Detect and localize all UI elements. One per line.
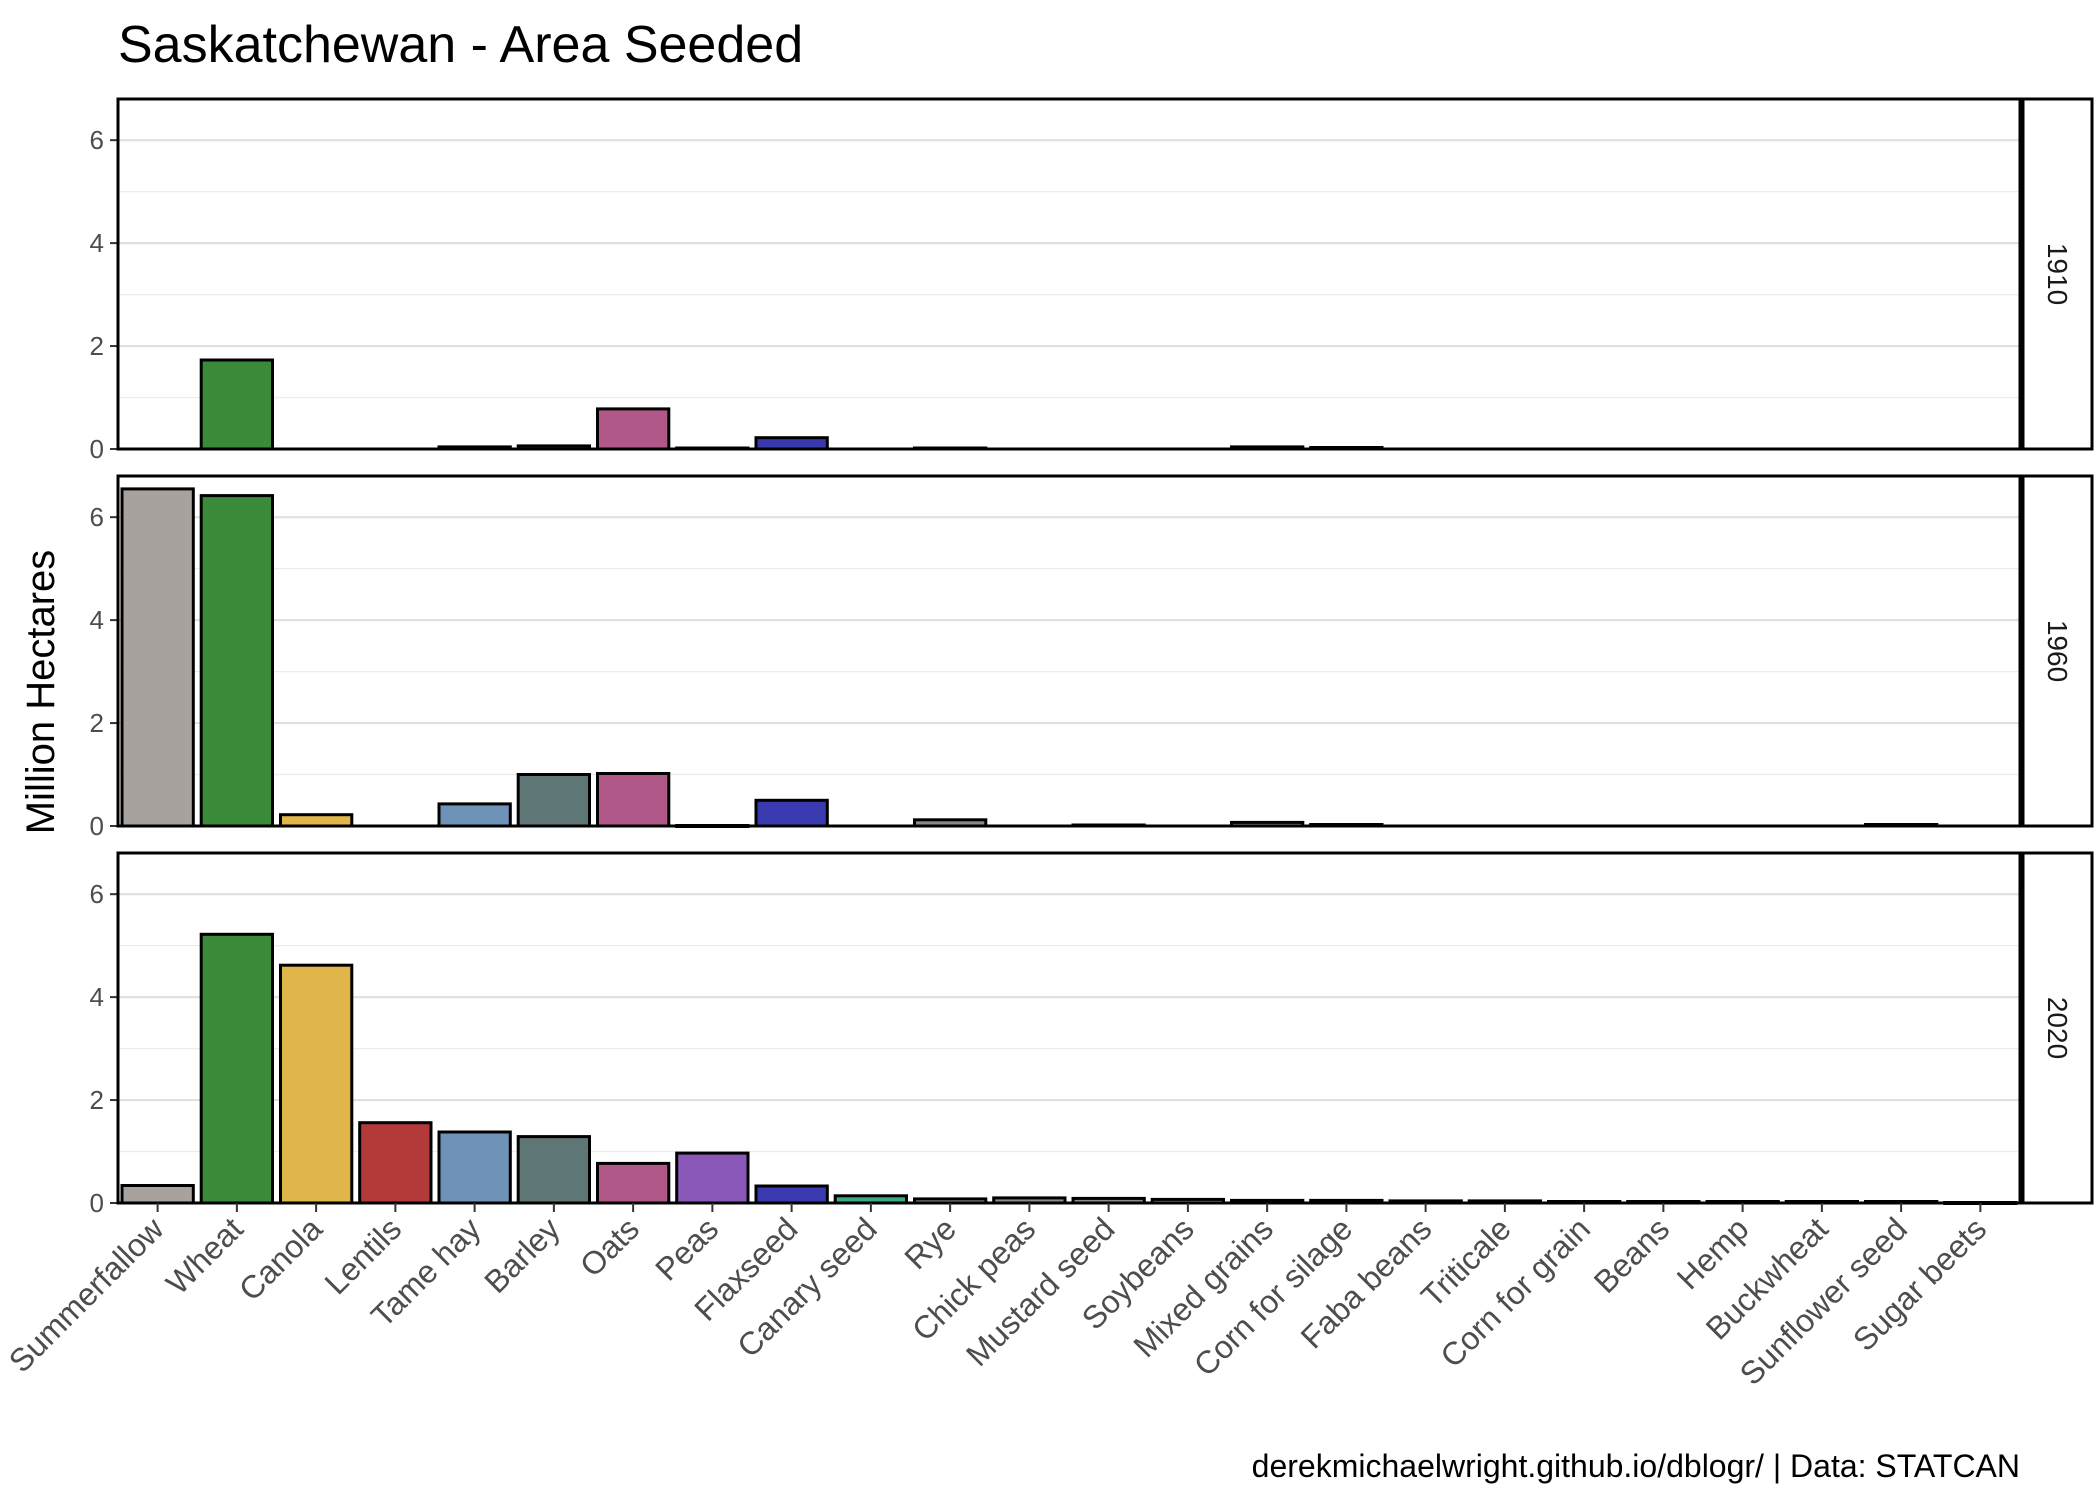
bar-wheat-2020 [199, 932, 274, 1205]
bar-barley-2020 [516, 1135, 592, 1205]
bar-barley-1960 [516, 773, 592, 828]
y-tick-label: 0 [90, 434, 104, 464]
y-tick-label: 6 [90, 879, 104, 909]
x-tick-label: Rye [897, 1210, 963, 1276]
facet-strip-label: 2020 [2042, 997, 2073, 1059]
facet-strip [2020, 97, 2094, 451]
panel-background [118, 853, 2020, 1203]
bar-flaxseed-2020 [754, 1184, 829, 1205]
facet-panels: 0 2 4 6 1910 0 2 4 6 1960 0 2 4 6 2020 [90, 97, 2094, 1218]
bar-summerfallow-2020 [120, 1184, 195, 1205]
facet-strip [2020, 474, 2094, 828]
panel-background [118, 476, 2020, 826]
bar-tame-hay-2020 [437, 1130, 512, 1205]
y-tick-label: 6 [90, 125, 104, 155]
facet-strip [2020, 851, 2094, 1205]
bar-canola-1960 [279, 813, 354, 828]
bar-oats-1910 [596, 407, 671, 451]
facet-strip-label: 1960 [2042, 620, 2073, 682]
y-tick-label: 0 [90, 1188, 104, 1218]
x-tick-label: Canola [232, 1210, 329, 1307]
y-axis-title: Million Hectares [19, 550, 63, 835]
y-tick-label: 2 [90, 708, 104, 738]
y-tick-label: 4 [90, 605, 104, 635]
y-tick-label: 2 [90, 1085, 104, 1115]
bar-lentils-2020 [358, 1121, 433, 1205]
bar-wheat-1910 [199, 358, 274, 451]
chart-caption: derekmichaelwright.github.io/dblogr/ | D… [1252, 1448, 2020, 1484]
facet-panel-1910: 0 2 4 6 1910 [90, 97, 2094, 464]
facet-strip-label: 1910 [2042, 243, 2073, 305]
bar-oats-2020 [596, 1161, 671, 1205]
y-tick-label: 0 [90, 811, 104, 841]
bar-flaxseed-1910 [754, 436, 829, 451]
y-tick-label: 6 [90, 502, 104, 532]
x-tick-label: Barley [477, 1210, 567, 1300]
bar-canola-2020 [279, 963, 354, 1205]
facet-panel-1960: 0 2 4 6 1960 [90, 474, 2094, 841]
facet-panel-2020: 0 2 4 6 2020 [90, 851, 2094, 1218]
chart-title: Saskatchewan - Area Seeded [118, 16, 803, 74]
bar-tame-hay-1960 [437, 802, 512, 828]
y-tick-label: 4 [90, 982, 104, 1012]
y-tick-label: 4 [90, 228, 104, 258]
bar-wheat-1960 [199, 494, 274, 828]
y-tick-label: 2 [90, 331, 104, 361]
panel-background [118, 99, 2020, 449]
bar-oats-1960 [596, 772, 671, 828]
x-tick-label: Oats [573, 1210, 646, 1283]
bar-summerfallow-1960 [120, 487, 195, 828]
x-tick-label: Beans [1587, 1210, 1677, 1300]
bar-peas-2020 [675, 1151, 750, 1205]
bar-flaxseed-1960 [754, 798, 829, 828]
x-tick-label: Summerfallow [2, 1210, 171, 1379]
